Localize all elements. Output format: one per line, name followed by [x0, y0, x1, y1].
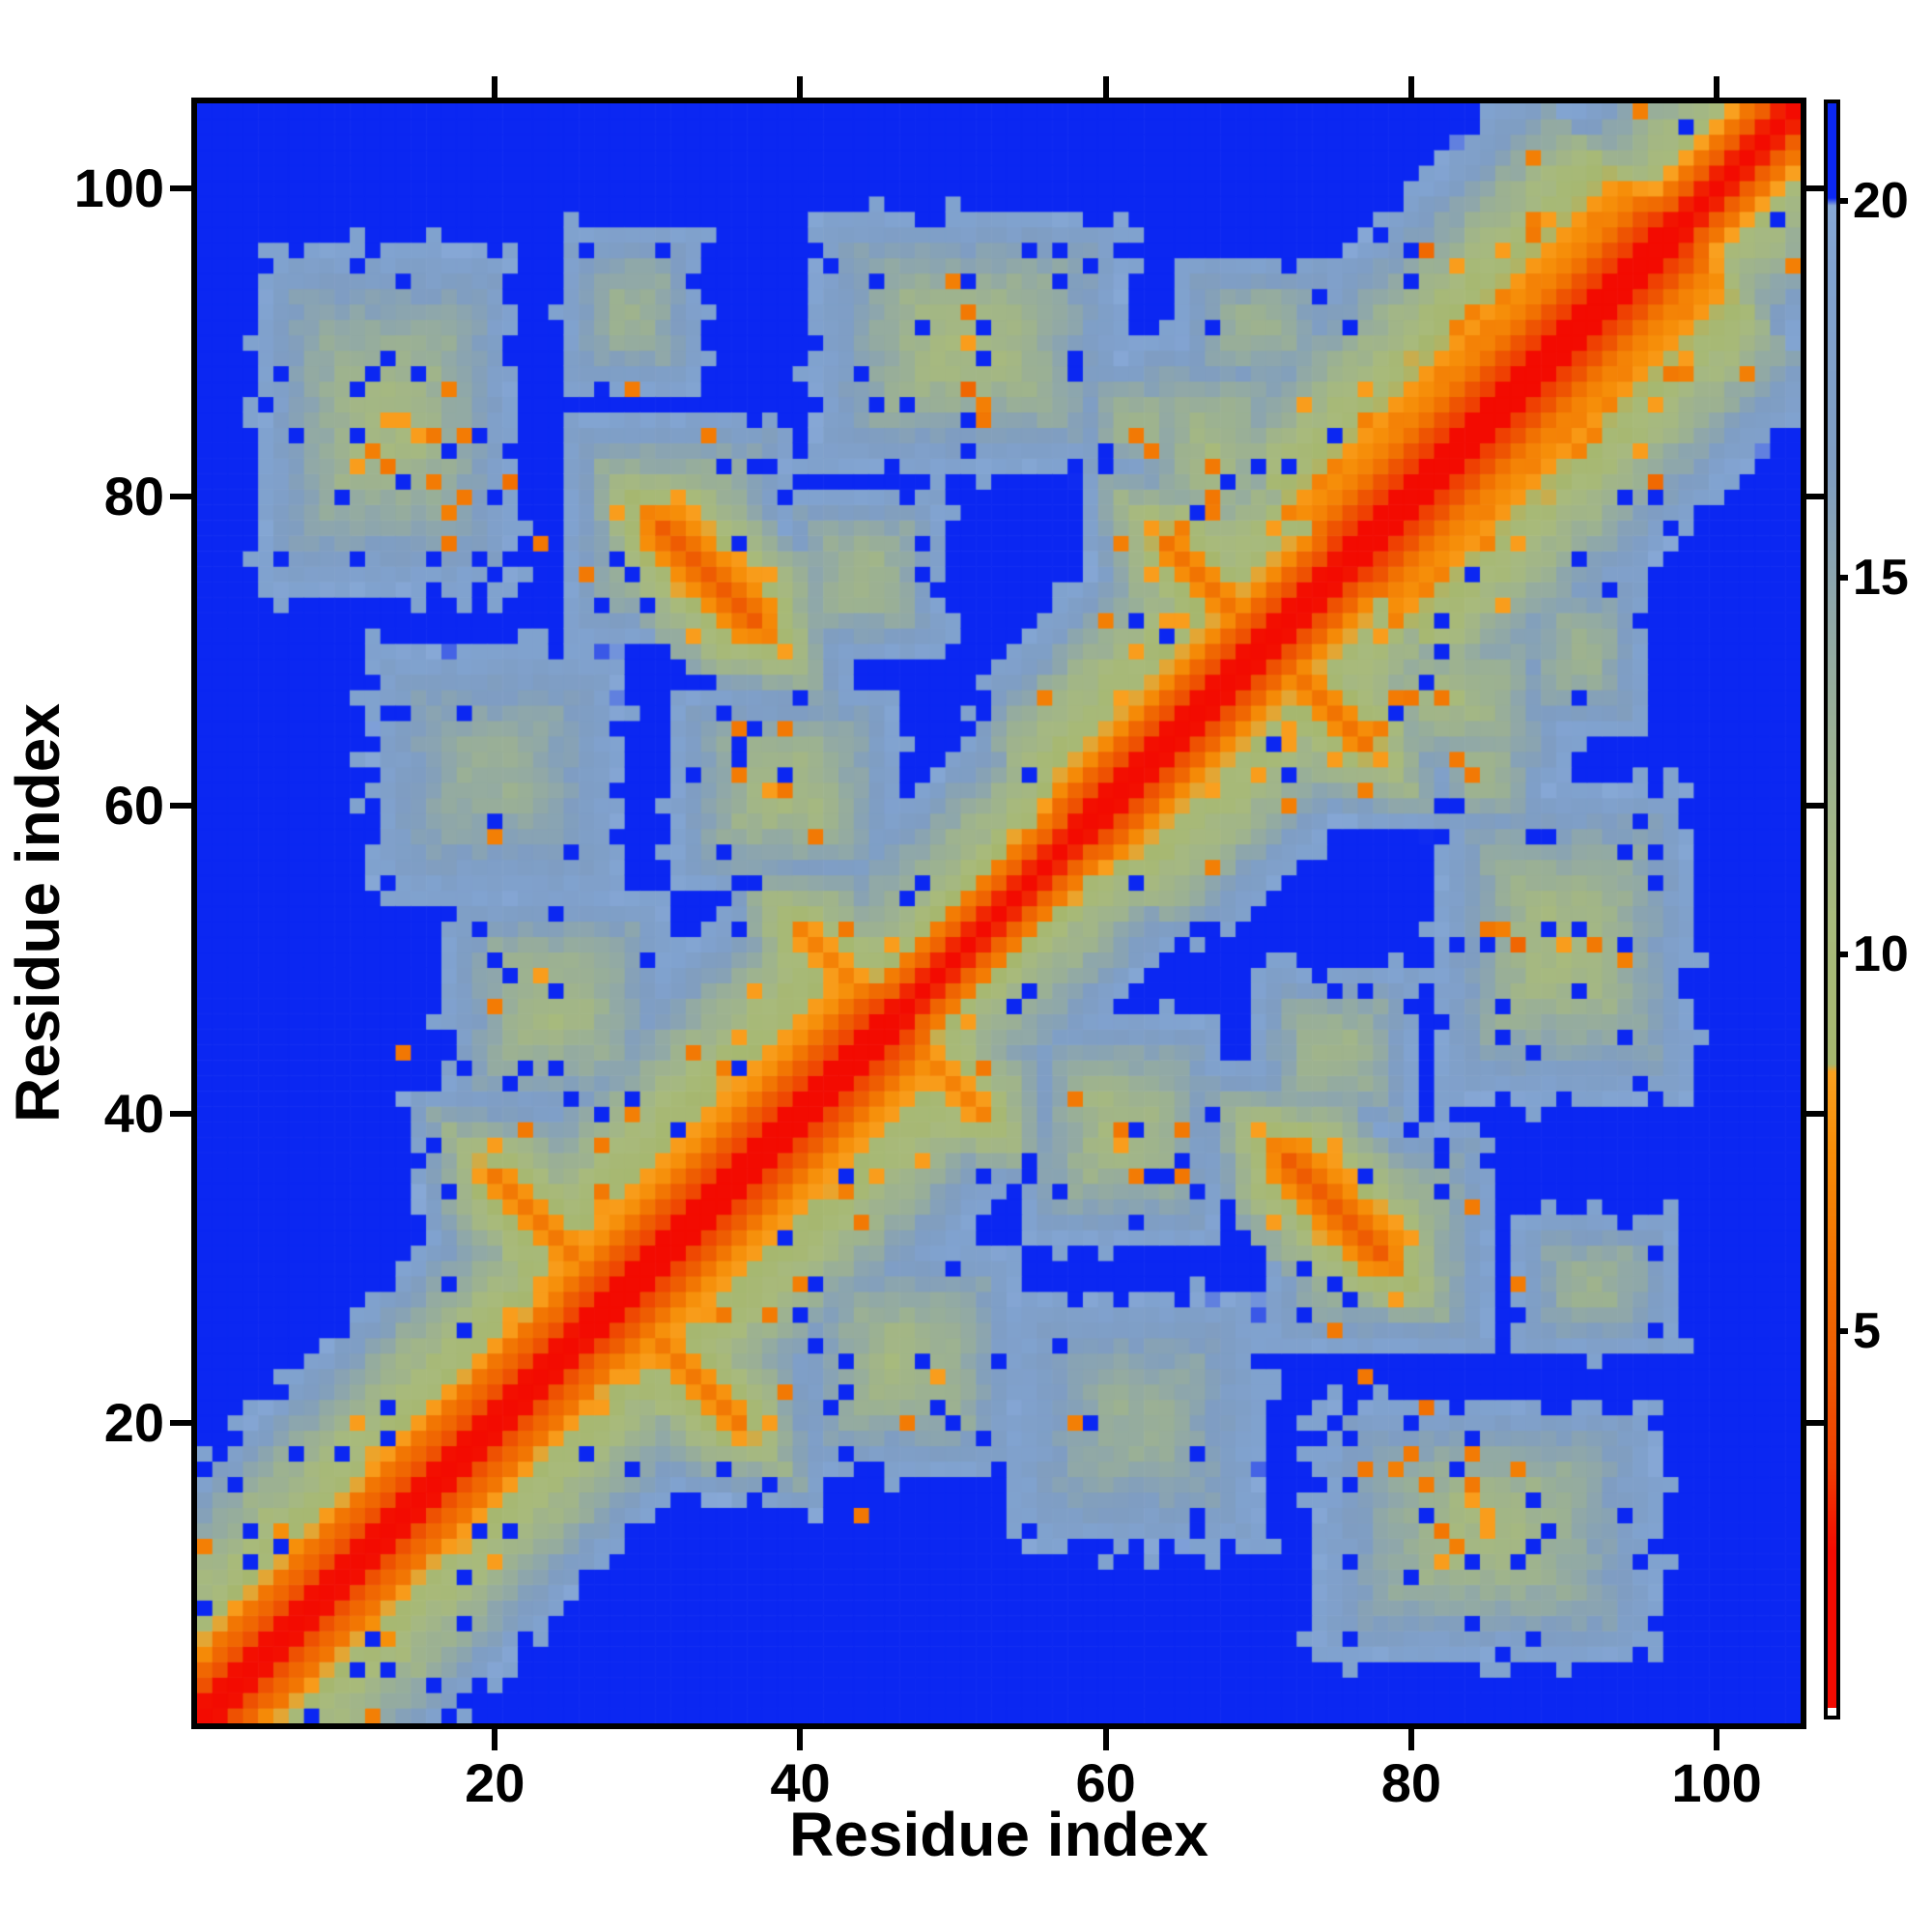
colorbar-tick: [1836, 198, 1848, 205]
y-axis-tick-label: 100: [73, 156, 164, 218]
colorbar-tick-label: 5: [1853, 1303, 1881, 1360]
x-axis-tick-top: [1714, 76, 1720, 98]
x-axis-tick-label: 60: [1075, 1752, 1136, 1813]
colorbar-tick: [1836, 1328, 1848, 1335]
y-axis-tick: [170, 802, 191, 809]
y-axis-tick-label: 80: [103, 466, 164, 527]
y-axis-tick-right: [1806, 185, 1828, 191]
residue-distance-heatmap: [197, 103, 1801, 1723]
x-axis-tick-top: [1102, 76, 1109, 98]
colorbar-outline: [1824, 99, 1840, 1719]
x-axis-label: Residue index: [789, 1800, 1208, 1869]
colorbar-tick-label: 10: [1853, 926, 1909, 983]
colorbar-tick: [1836, 575, 1848, 582]
x-axis-tick-top: [1407, 76, 1414, 98]
y-axis-tick-right: [1806, 802, 1828, 809]
x-axis-tick: [492, 1729, 498, 1750]
y-axis-tick-right: [1806, 1111, 1828, 1118]
y-axis-tick-label: 20: [103, 1391, 164, 1453]
colorbar-gradient: [1828, 103, 1836, 1708]
x-axis-tick-label: 40: [770, 1752, 831, 1813]
colorbar-tick: [1836, 952, 1848, 958]
y-axis-tick-right: [1806, 494, 1828, 500]
y-axis-tick: [170, 1111, 191, 1118]
x-axis-tick: [797, 1729, 804, 1750]
y-axis-tick-label: 40: [103, 1083, 164, 1145]
x-axis-tick-top: [492, 76, 498, 98]
y-axis-tick-right: [1806, 1419, 1828, 1426]
x-axis-tick: [1407, 1729, 1414, 1750]
y-axis-tick: [170, 1419, 191, 1426]
y-axis-tick-label: 60: [103, 774, 164, 836]
colorbar-tick-label: 20: [1853, 173, 1909, 230]
x-axis-tick: [1102, 1729, 1109, 1750]
colorbar-tick-label: 15: [1853, 550, 1909, 607]
x-axis-tick-top: [797, 76, 804, 98]
y-axis-tick: [170, 185, 191, 191]
x-axis-tick-label: 100: [1671, 1752, 1762, 1813]
x-axis-tick-label: 20: [465, 1752, 526, 1813]
y-axis-label: Residue index: [3, 703, 72, 1122]
x-axis-tick: [1714, 1729, 1720, 1750]
y-axis-tick: [170, 494, 191, 500]
x-axis-tick-label: 80: [1380, 1752, 1441, 1813]
